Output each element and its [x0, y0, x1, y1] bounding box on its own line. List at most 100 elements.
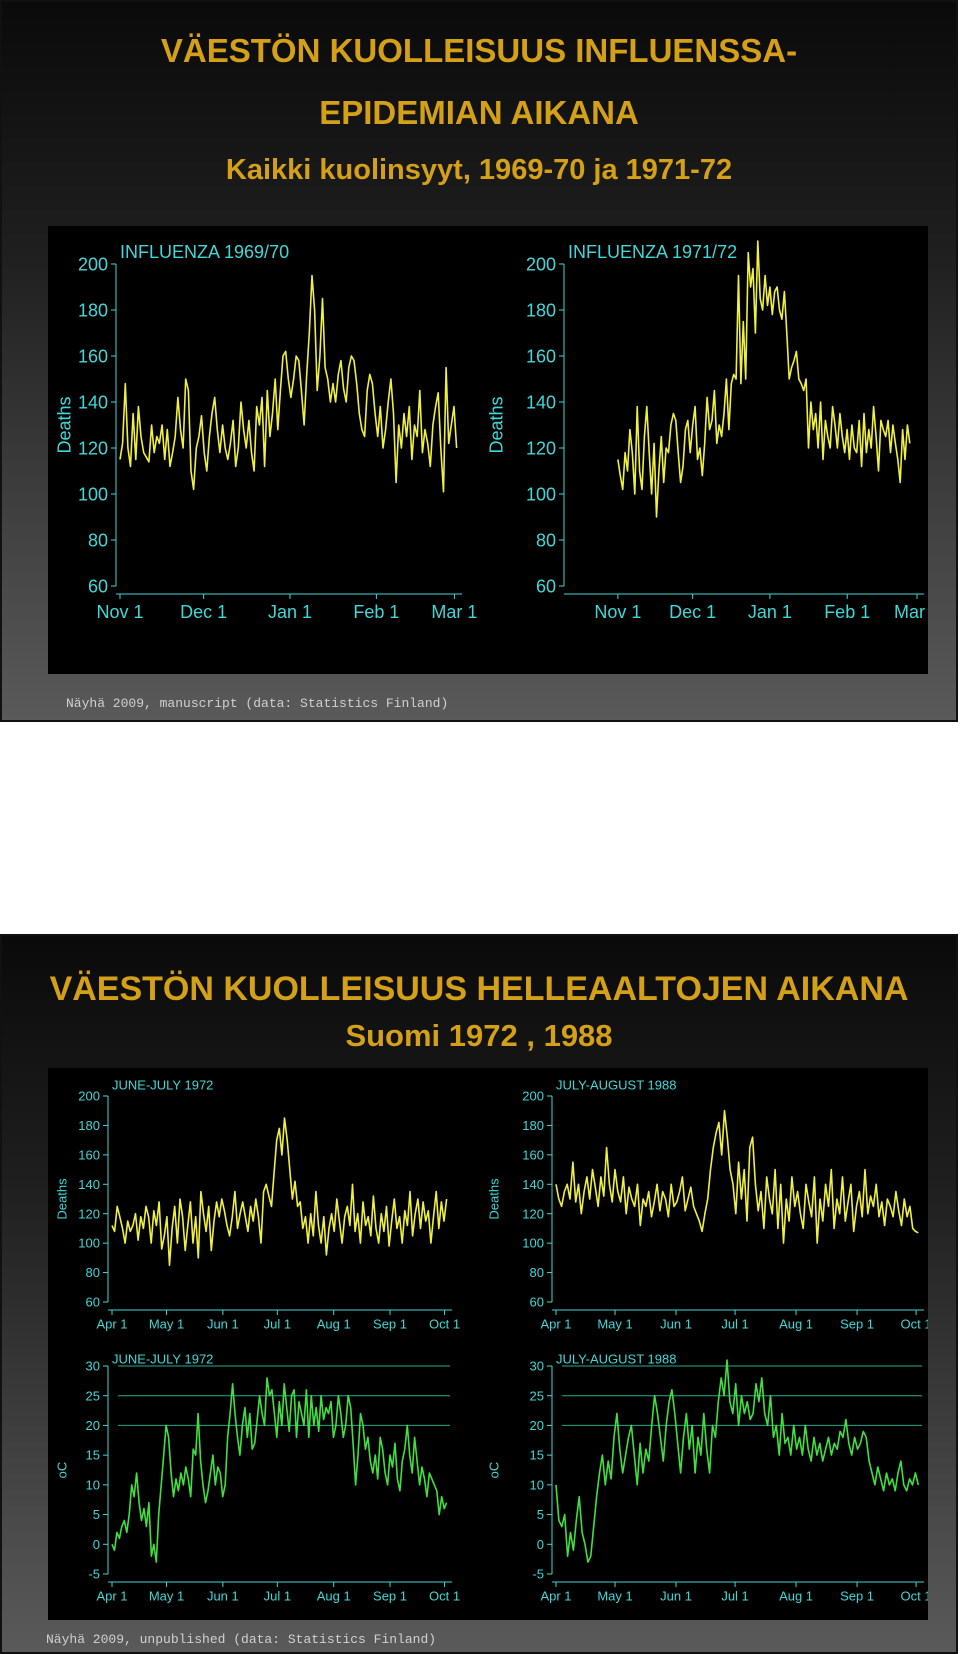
series-line [555, 1359, 920, 1563]
chart-title: JULY-AUGUST 1988 [556, 1352, 676, 1367]
y-tick-label: 0 [537, 1537, 544, 1552]
y-axis-label: oC [486, 1462, 501, 1479]
chart-temperature-july-august-1988: JULY-AUGUST 1988 oC -5 0 5 10 15 20 25 30 Apr 1 May… [486, 1352, 928, 1604]
y-tick-label: 100 [526, 484, 556, 504]
y-axis-label: Deaths [486, 396, 506, 453]
y-tick-label: 5 [537, 1507, 544, 1522]
y-tick-label: 5 [93, 1507, 100, 1522]
x-tick-label: Jan 1 [268, 602, 312, 622]
slide1-caption: Näyhä 2009, manuscript (data: Statistics… [66, 696, 449, 711]
slide1-subtitle: Kaikki kuolinsyyt, 1969-70 ja 1971-72 [225, 154, 733, 186]
x-tick-label: May 1 [149, 1589, 184, 1604]
x-tick-label: Aug 1 [317, 1589, 351, 1604]
y-tick-label: 20 [530, 1418, 544, 1433]
y-tick-label: 25 [530, 1388, 544, 1403]
x-tick-label: Apr 1 [96, 1589, 127, 1604]
x-tick-label: Nov 1 [96, 602, 143, 622]
y-tick-label: 15 [530, 1448, 544, 1463]
y-tick-label: 120 [78, 438, 108, 458]
heatwave-chart-panel: JUNE-JULY 1972 Deaths 60 80 100 120 140 160 180 2… [48, 1068, 928, 1620]
x-tick-label: Jan 1 [748, 602, 792, 622]
y-tick-label: 60 [86, 1295, 100, 1310]
y-tick-label: 140 [526, 392, 556, 412]
y-tick-label: 10 [86, 1477, 100, 1492]
x-tick-label: Sep 1 [840, 1589, 874, 1604]
chart-temperature-june-july-1972: JUNE-JULY 1972 oC -5 0 5 10 15 20 25 30 Apr 1 May 1… [54, 1352, 460, 1604]
y-tick-label: 80 [536, 530, 556, 550]
y-tick-label: 100 [78, 484, 108, 504]
y-tick-label: 20 [86, 1418, 100, 1433]
x-tick-label: Jul 1 [264, 1589, 291, 1604]
chart-deaths-july-august-1988: JULY-AUGUST 1988 Deaths 60 80 100 120 140 160 18… [486, 1078, 928, 1332]
x-tick-label: Oct 1 [901, 1589, 928, 1604]
y-tick-label: 160 [522, 1147, 544, 1162]
y-tick-label: 200 [78, 254, 108, 274]
y-tick-label: 15 [86, 1448, 100, 1463]
y-tick-label: 140 [78, 1177, 100, 1192]
x-tick-label: Jun 1 [207, 1589, 239, 1604]
y-tick-label: 160 [78, 1147, 100, 1162]
y-tick-label: 200 [78, 1089, 100, 1104]
y-tick-label: 25 [86, 1388, 100, 1403]
slide2-title: VÄESTÖN KUOLLEISUUS HELLEAALTOJEN AIKANA [49, 970, 909, 1008]
slide2-caption: Näyhä 2009, unpublished (data: Statistic… [46, 1632, 437, 1647]
x-tick-label: Jun 1 [660, 1589, 692, 1604]
x-tick-label: Feb 1 [824, 602, 870, 622]
y-tick-label: 140 [522, 1177, 544, 1192]
series-line [111, 1117, 448, 1266]
series-line [555, 1109, 919, 1244]
x-tick-label: Oct 1 [429, 1589, 460, 1604]
chart-title: JUNE-JULY 1972 [112, 1352, 213, 1367]
series-line [617, 240, 911, 518]
x-tick-label: Apr 1 [540, 1317, 571, 1332]
chart-title: JUNE-JULY 1972 [112, 1078, 213, 1093]
x-tick-label: Mar 1 [894, 602, 928, 622]
x-tick-label: Oct 1 [901, 1317, 928, 1332]
y-tick-label: -5 [88, 1567, 100, 1582]
x-tick-label: Jul 1 [264, 1317, 291, 1332]
y-tick-label: 30 [530, 1359, 544, 1374]
y-tick-label: 120 [522, 1206, 544, 1221]
y-tick-label: 60 [88, 576, 108, 596]
chart-influenza-1971-72: INFLUENZA 1971/72 Deaths 60 80 100 120 140 160 1… [486, 240, 928, 622]
x-tick-label: Apr 1 [540, 1589, 571, 1604]
chart-title: INFLUENZA 1969/70 [120, 242, 289, 262]
chart-influenza-1969-70: INFLUENZA 1969/70 Deaths 60 80 100 120 140 160 1… [54, 242, 477, 622]
y-axis-label: oC [54, 1462, 69, 1479]
x-tick-label: Sep 1 [373, 1317, 407, 1332]
x-tick-label: Jun 1 [207, 1317, 239, 1332]
y-tick-label: 0 [93, 1537, 100, 1552]
x-tick-label: Apr 1 [96, 1317, 127, 1332]
series-line [119, 274, 458, 493]
chart-deaths-june-july-1972: JUNE-JULY 1972 Deaths 60 80 100 120 140 160 180 2… [54, 1078, 460, 1332]
y-tick-label: -5 [532, 1567, 544, 1582]
y-tick-label: 180 [522, 1118, 544, 1133]
x-tick-label: Jun 1 [660, 1317, 692, 1332]
y-tick-label: 180 [78, 1118, 100, 1133]
slide2-subtitle: Suomi 1972 , 1988 [345, 1018, 613, 1053]
y-axis-label: Deaths [54, 1178, 69, 1220]
x-tick-label: Aug 1 [779, 1317, 813, 1332]
slide-influenza: VÄESTÖN KUOLLEISUUS INFLUENSSA- EPIDEMIA… [0, 0, 958, 722]
x-tick-label: May 1 [597, 1317, 632, 1332]
chart-title: INFLUENZA 1971/72 [568, 242, 737, 262]
x-tick-label: Aug 1 [779, 1589, 813, 1604]
y-axis-label: Deaths [54, 396, 74, 453]
x-tick-label: Jul 1 [721, 1589, 748, 1604]
y-tick-label: 60 [536, 576, 556, 596]
y-tick-label: 120 [78, 1206, 100, 1221]
y-tick-label: 120 [526, 438, 556, 458]
x-tick-label: May 1 [149, 1317, 184, 1332]
y-tick-label: 100 [522, 1236, 544, 1251]
series-line [111, 1377, 448, 1563]
y-axis-label: Deaths [486, 1178, 501, 1220]
y-tick-label: 80 [88, 530, 108, 550]
y-tick-label: 140 [78, 392, 108, 412]
slide1-title-line1: VÄESTÖN KUOLLEISUUS INFLUENSSA- [160, 32, 798, 69]
y-tick-label: 80 [86, 1265, 100, 1280]
slide-heatwave: VÄESTÖN KUOLLEISUUS HELLEAALTOJEN AIKANA… [0, 934, 958, 1654]
slide1-title-line2: EPIDEMIAN AIKANA [319, 94, 639, 131]
x-tick-label: Sep 1 [840, 1317, 874, 1332]
x-tick-label: Nov 1 [594, 602, 641, 622]
x-tick-label: Oct 1 [429, 1317, 460, 1332]
